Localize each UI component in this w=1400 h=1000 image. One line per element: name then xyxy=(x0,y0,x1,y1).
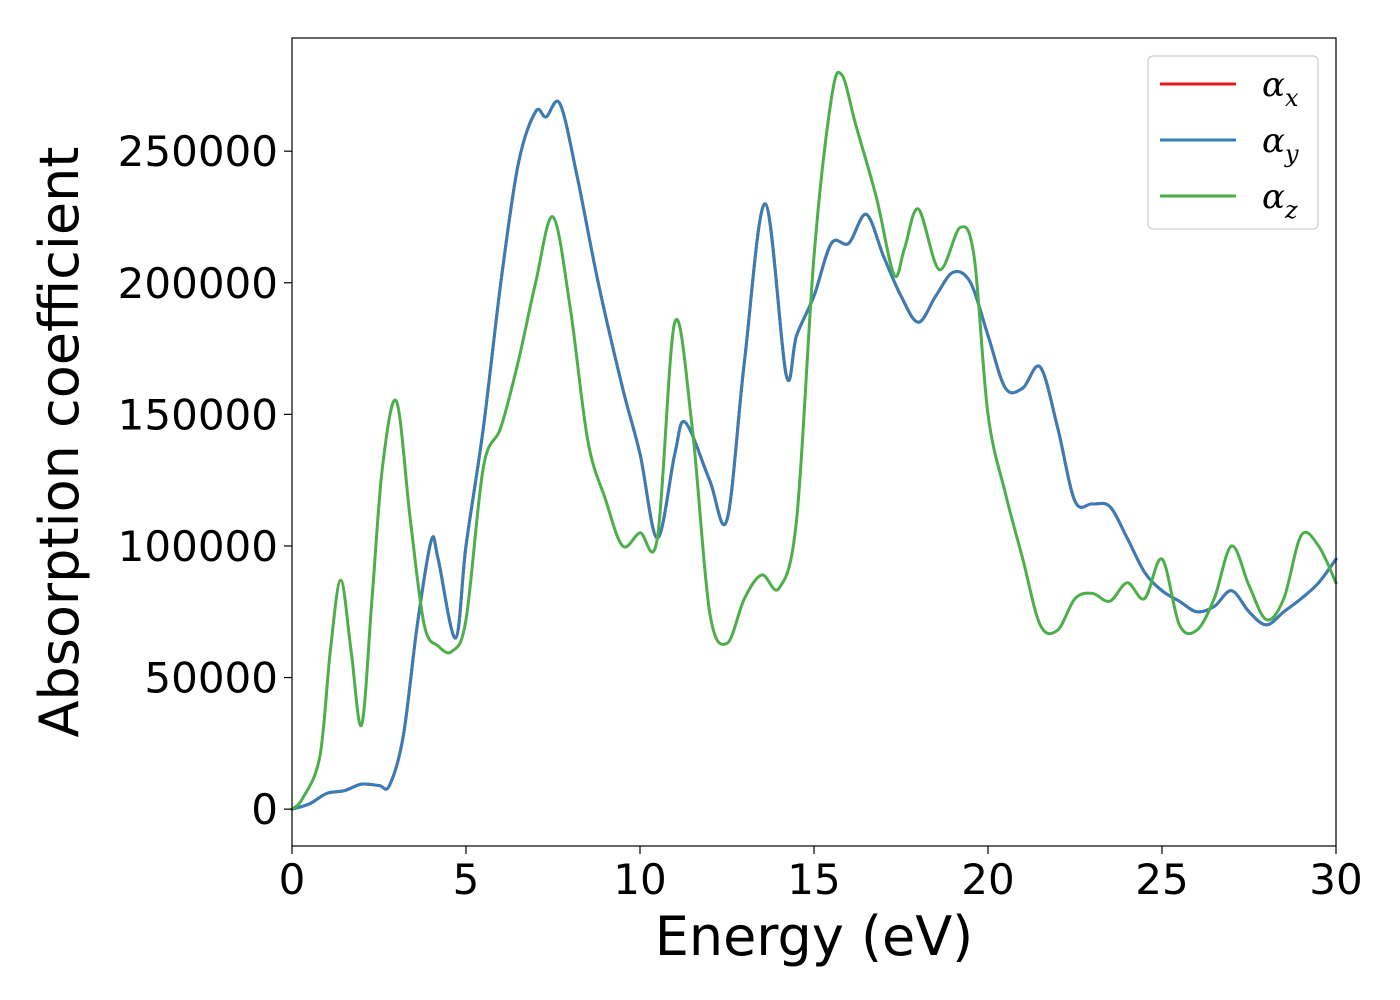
x-tick-label: 0 xyxy=(279,855,306,904)
legend-frame xyxy=(1147,55,1319,230)
x-tick-label: 5 xyxy=(453,855,480,904)
legend-label-y: αy xyxy=(1262,121,1299,168)
y-tick-label: 0 xyxy=(251,785,278,834)
series-line-y xyxy=(290,99,1338,811)
x-axis-label: Energy (eV) xyxy=(655,905,974,968)
y-tick-label: 100000 xyxy=(118,522,278,571)
series-layer xyxy=(290,70,1338,811)
y-axis-label: Absorption coefficient xyxy=(28,147,91,738)
y-axis: 0 50000 100000 150000 200000 250000 xyxy=(118,127,292,834)
x-tick-label: 20 xyxy=(961,855,1014,904)
legend: αx αy αz xyxy=(1147,55,1319,230)
y-tick-label: 200000 xyxy=(118,259,278,308)
y-tick-label: 150000 xyxy=(118,390,278,439)
legend-label-z: αz xyxy=(1262,177,1298,224)
x-tick-label: 15 xyxy=(787,855,840,904)
legend-label-x: αx xyxy=(1262,65,1299,112)
y-tick-label: 250000 xyxy=(118,127,278,176)
x-tick-label: 10 xyxy=(613,855,666,904)
x-tick-label: 30 xyxy=(1309,855,1362,904)
x-axis: 0 5 10 15 20 25 30 xyxy=(279,846,1363,904)
series-line-z xyxy=(290,70,1338,811)
x-tick-label: 25 xyxy=(1135,855,1188,904)
y-tick-label: 50000 xyxy=(144,654,278,703)
